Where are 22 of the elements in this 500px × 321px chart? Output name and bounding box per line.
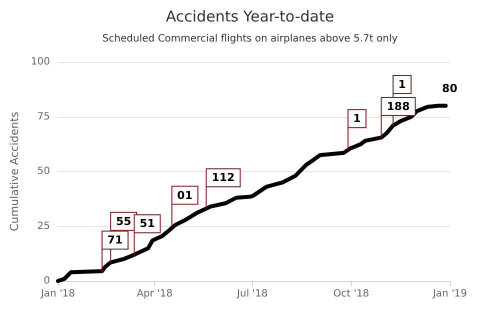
x-tick-label: Jul '18 (236, 288, 268, 300)
x-tick-label: Apr '18 (136, 288, 173, 300)
annotation: 01 (177, 188, 192, 202)
y-tick-label: 100 (30, 56, 50, 68)
annotation: 1 (353, 112, 361, 126)
chart-title: Accidents Year-to-date (166, 8, 334, 26)
annotation: 80 (442, 82, 458, 95)
y-axis-title: Cumulative Accidents (8, 111, 22, 232)
y-tick-label: 25 (37, 220, 50, 232)
x-tick-label: Oct '18 (333, 288, 370, 300)
chart-subtitle: Scheduled Commercial flights on airplanes above 5.7t only (102, 34, 398, 44)
annotation: 112 (212, 171, 235, 184)
annotation: 188 (386, 100, 410, 114)
y-tick-label: 0 (44, 276, 50, 286)
y-tick-label: 50 (37, 166, 50, 177)
x-tick-label: Jan '19 (432, 288, 468, 300)
annotation: 71 (107, 234, 123, 247)
x-tick-label: Jan '18 (40, 288, 76, 300)
annotation: 51 (140, 217, 155, 230)
y-tick-label: 75 (37, 111, 50, 122)
annotation: 1 (398, 78, 406, 92)
annotation: 55 (116, 214, 132, 228)
